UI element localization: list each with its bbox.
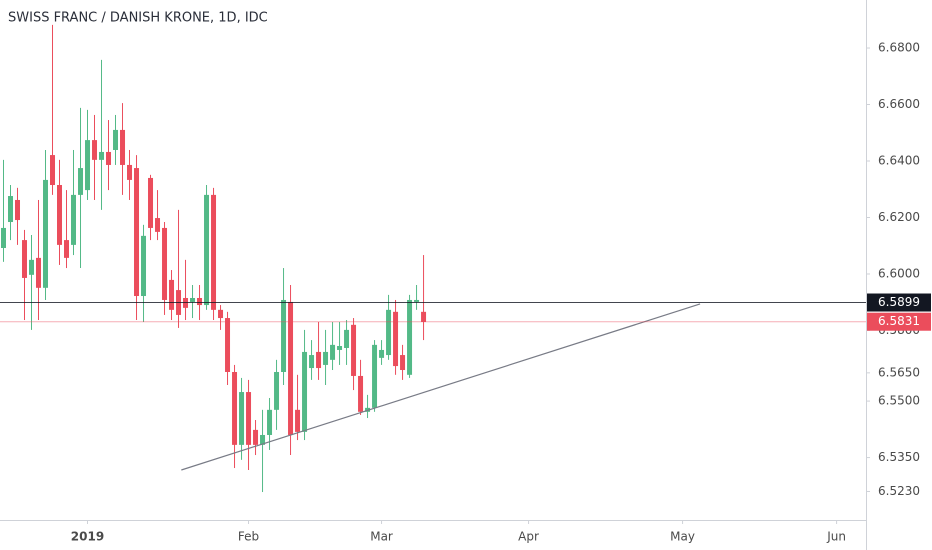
candle-body <box>302 351 308 432</box>
candle-body <box>36 257 42 288</box>
candle-body <box>288 301 294 435</box>
candle-body <box>253 429 259 445</box>
candle-body <box>393 311 399 367</box>
candle-body <box>267 409 273 435</box>
y-tick-label: 6.6800 <box>878 41 920 55</box>
candle-body <box>29 259 35 275</box>
price-label: 6.5899 <box>878 295 920 309</box>
candle-body <box>211 194 217 310</box>
chart-title: SWISS FRANC / DANISH KRONE, 1D, IDC <box>8 11 268 26</box>
candle-body <box>99 151 105 160</box>
candle-body <box>92 140 98 160</box>
y-tick-label: 6.6000 <box>878 266 920 280</box>
candle-body <box>386 309 392 356</box>
x-tick-label: Apr <box>518 530 539 544</box>
x-tick-label: Jun <box>826 530 846 544</box>
candle-body <box>155 218 161 232</box>
candle-body <box>15 199 21 221</box>
candle-body <box>71 194 77 245</box>
candle-body <box>1 227 7 248</box>
candle-body <box>372 344 378 408</box>
candle-body <box>190 297 196 302</box>
candle-body <box>134 168 140 297</box>
candle-body <box>225 318 231 372</box>
candle-body <box>162 227 168 300</box>
candle-body <box>316 351 322 369</box>
candle-body <box>239 392 245 445</box>
candle-body <box>421 311 427 322</box>
price-label-bg <box>867 293 931 312</box>
candle-body <box>127 164 133 180</box>
y-tick-label: 6.5500 <box>878 394 920 408</box>
candle-body <box>323 351 329 365</box>
candle-body <box>204 194 210 306</box>
x-tick-label: Feb <box>238 530 259 544</box>
y-tick-label: 6.5350 <box>878 450 920 464</box>
candle-body <box>22 240 28 278</box>
candle-body <box>337 346 343 350</box>
y-tick-label: 6.6600 <box>878 97 920 111</box>
candle-body <box>64 240 70 258</box>
candle-body <box>407 299 413 375</box>
candle-body <box>344 329 350 348</box>
candle-body <box>358 375 364 412</box>
candle-body <box>281 299 287 372</box>
candle-body <box>309 355 315 369</box>
candle-body <box>148 177 154 228</box>
candle-body <box>400 355 406 371</box>
candle-body <box>85 140 91 191</box>
y-tick-label: 6.5650 <box>878 365 920 379</box>
y-tick-label: 6.5230 <box>878 484 920 498</box>
candle-body <box>218 309 224 319</box>
candle-body <box>260 434 266 445</box>
x-tick-label: May <box>670 530 695 544</box>
plot-area <box>0 24 866 493</box>
candle-body <box>197 297 203 306</box>
candle-body <box>379 349 385 358</box>
candle-body <box>274 371 280 410</box>
price-label-bg <box>867 312 931 331</box>
y-tick-label: 6.6200 <box>878 210 920 224</box>
price-label: 6.5831 <box>878 314 920 328</box>
candle-body <box>330 344 336 360</box>
candle-body <box>414 299 420 302</box>
x-tick-label: 2019 <box>71 530 104 544</box>
candle-body <box>113 129 119 150</box>
candle-body <box>295 409 301 432</box>
candle-body <box>43 179 49 288</box>
candle-body <box>106 151 112 165</box>
candle-body <box>169 279 175 310</box>
candle-body <box>351 324 357 376</box>
candle-body <box>57 185 63 245</box>
y-tick-label: 6.6400 <box>878 153 920 167</box>
candle-body <box>246 392 252 445</box>
candle-body <box>50 155 56 186</box>
candle-body <box>120 129 126 165</box>
candle-body <box>232 371 238 445</box>
trendline <box>181 303 701 471</box>
candle-body <box>141 235 147 297</box>
candle-body <box>8 196 14 223</box>
candle-body <box>78 168 84 195</box>
x-tick-label: Mar <box>370 530 393 544</box>
